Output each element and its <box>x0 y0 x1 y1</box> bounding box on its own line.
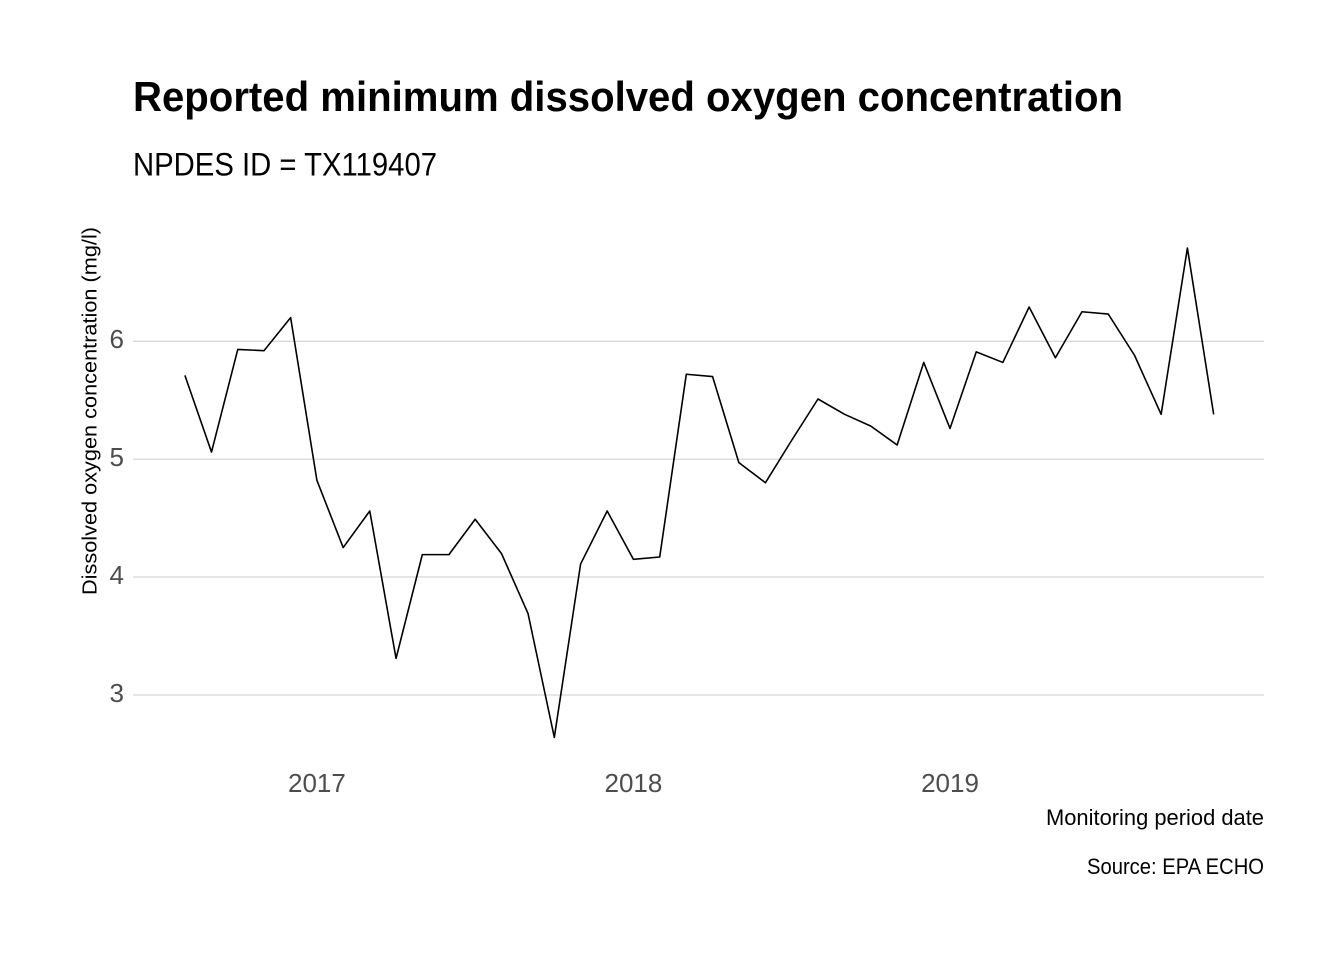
y-tick-label: 5 <box>110 442 124 472</box>
x-tick-label: 2017 <box>288 768 346 798</box>
x-axis-title: Monitoring period date <box>1046 805 1264 830</box>
caption: Source: EPA ECHO <box>1087 854 1264 879</box>
data-line <box>184 247 1215 739</box>
y-tick-label: 3 <box>110 678 124 708</box>
y-tick-label: 6 <box>110 324 124 354</box>
y-tick-label: 4 <box>110 560 124 590</box>
x-tick-label: 2018 <box>605 768 663 798</box>
chart-title: Reported minimum dissolved oxygen concen… <box>133 73 1123 120</box>
y-axis-title: Dissolved oxygen concentration (mg/l) <box>79 227 101 595</box>
x-tick-label: 2019 <box>921 768 979 798</box>
chart-subtitle: NPDES ID = TX119407 <box>133 146 437 182</box>
